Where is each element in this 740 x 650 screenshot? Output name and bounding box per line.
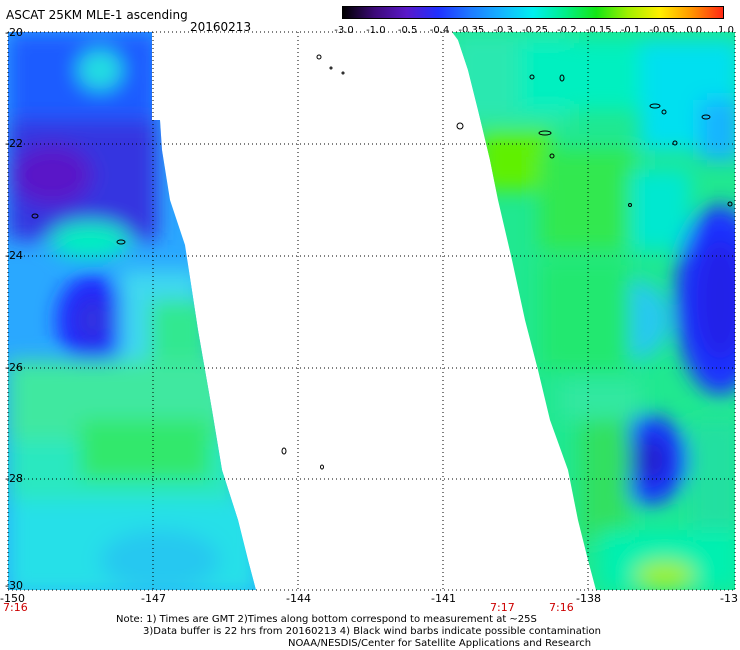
time-label: 7:16 — [3, 601, 28, 614]
lon-label: -147 — [141, 592, 166, 605]
lat-label: -22 — [5, 137, 23, 150]
colorbar-tick-label: -3.0 — [334, 25, 354, 36]
colorbar-labels: -3.0 -1.0 -0.5 -0.4 -0.35 -0.3 -0.25 -0.2 -0.15-… — [334, 25, 734, 37]
lon-label: -150 — [0, 592, 25, 605]
note-line: 3)Data buffer is 22 hrs from 20160213 4)… — [143, 626, 601, 637]
colorbar-tick-label: -1.0 — [366, 25, 386, 36]
colorbar-tick-label: -0.4 — [429, 25, 450, 36]
colorbar-tick-label: -0.1 — [620, 25, 641, 36]
footnotes: Note: 1) Times are GMT 2)Times along bot… — [116, 614, 601, 650]
graticule — [7, 31, 736, 591]
colorbar-tick-label: -0.25 — [522, 25, 548, 36]
colorbar-tick-label: -0.05 — [649, 25, 676, 36]
colorbar-tick-label: -0.2 — [557, 25, 577, 36]
lon-label: -141 — [431, 592, 456, 605]
note-line: NOAA/NESDIS/Center for Satellite Applica… — [288, 638, 592, 649]
lat-label: -30 — [5, 579, 23, 592]
colorbar-tick-label: -0.35 — [458, 25, 485, 36]
lat-label: -20 — [5, 26, 23, 39]
time-label: 7:17 — [490, 601, 515, 614]
map-date: 20160213 — [190, 20, 252, 34]
note-line: Note: 1) Times are GMT 2)Times along bot… — [116, 614, 537, 625]
lat-label: -26 — [5, 361, 23, 374]
island-outlines — [31, 54, 733, 470]
left-swath — [8, 32, 256, 590]
right-swath — [452, 32, 735, 590]
colorbar-tick-label: -0.15 — [585, 25, 612, 36]
time-label: 7:16 — [549, 601, 574, 614]
lon-label: -138 — [576, 592, 601, 605]
lon-label: -13 — [720, 592, 738, 605]
lat-label: -28 — [5, 472, 23, 485]
map-title: ASCAT 25KM MLE-1 ascending — [6, 8, 188, 22]
lat-label: -24 — [5, 249, 23, 262]
colorbar — [342, 6, 724, 19]
colorbar-tick-label: -0.3 — [493, 25, 513, 36]
colorbar-tick-label: -0.5 — [397, 25, 418, 36]
lon-label: -144 — [286, 592, 311, 605]
colorbar-tick-label: 0.0 — [686, 25, 703, 36]
colorbar-tick-label: 1.0 — [718, 25, 734, 36]
